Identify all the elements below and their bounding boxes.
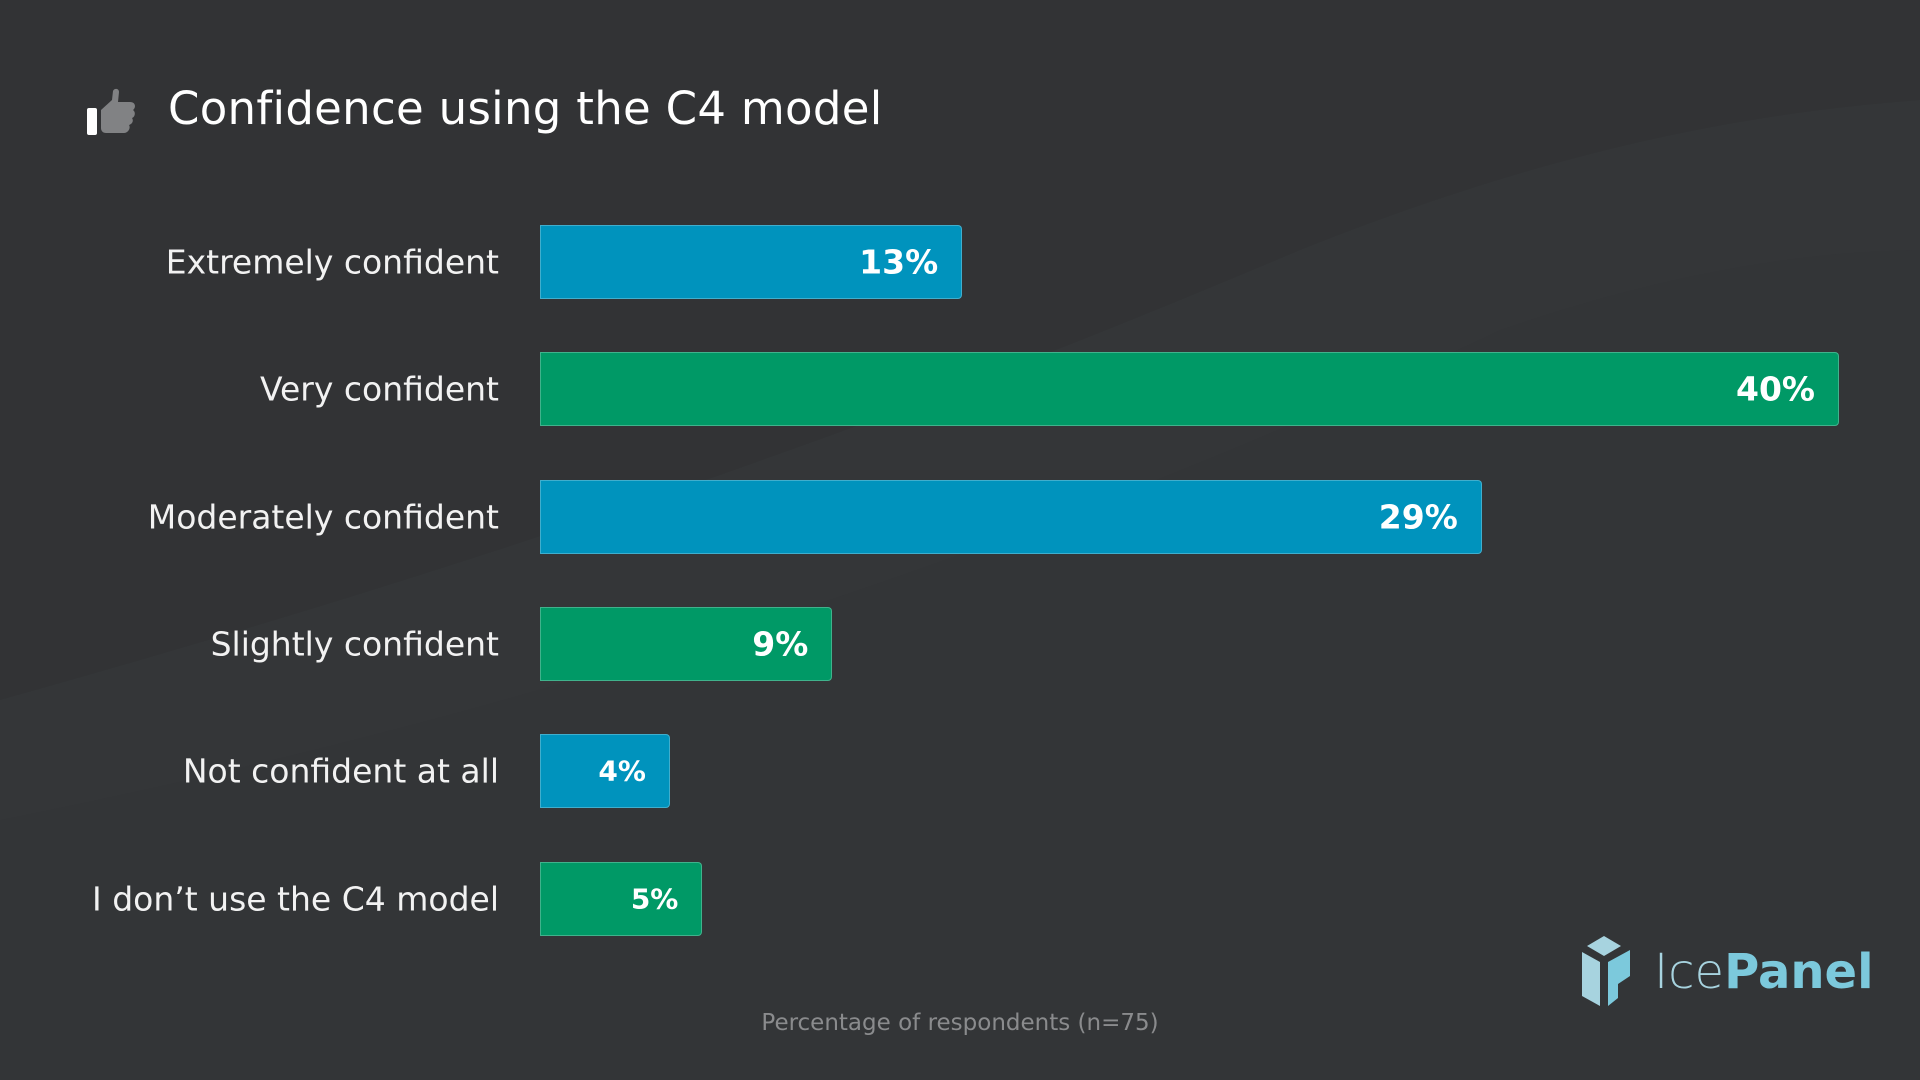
bar (540, 861, 703, 936)
chart-caption: Percentage of respondents (n=75) (761, 1010, 1159, 1036)
bar (540, 734, 670, 809)
thumbs-up-icon (87, 88, 135, 135)
icepanel-cube-icon (1582, 936, 1630, 1006)
category-label: Not confident at all (182, 751, 499, 791)
category-label: I don’t use the C4 model (91, 879, 499, 918)
logo-wordmark: IcePanel (1654, 944, 1874, 1000)
bar (540, 225, 963, 299)
icepanel-logo: IcePanel (1574, 934, 1874, 1010)
data-label: 9% (752, 624, 809, 664)
chart-title: Confidence using the C4 model (168, 82, 883, 135)
bar (540, 479, 1482, 554)
bar (540, 606, 833, 681)
category-label: Extremely confident (165, 242, 499, 282)
data-label: 40% (1736, 369, 1815, 409)
data-label: 4% (598, 754, 646, 788)
data-label: 5% (630, 882, 679, 915)
category-label: Moderately confident (147, 497, 499, 537)
bar (540, 352, 1839, 427)
data-label: 29% (1378, 497, 1458, 537)
category-label: Slightly confident (210, 624, 499, 664)
data-label: 13% (859, 242, 939, 282)
category-label: Very confident (259, 369, 499, 409)
